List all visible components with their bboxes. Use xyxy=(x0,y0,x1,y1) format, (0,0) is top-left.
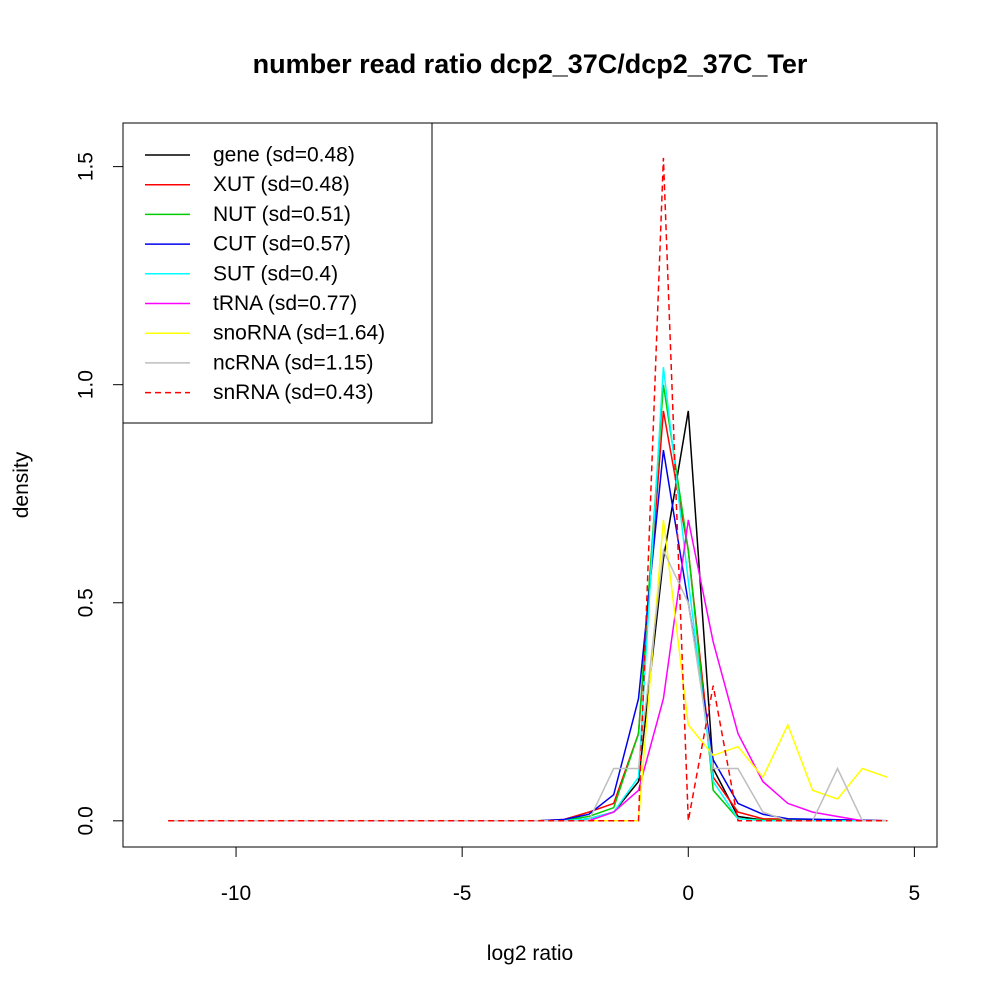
x-tick-label: -10 xyxy=(221,882,251,905)
x-tick-label: 0 xyxy=(682,882,694,905)
legend-label-NUT: NUT (sd=0.51) xyxy=(213,203,351,226)
legend-label-snoRNA: snoRNA (sd=1.64) xyxy=(213,322,385,345)
legend-box xyxy=(122,122,433,424)
x-axis: -10 -5 0 5 xyxy=(221,846,921,905)
x-tick-label: 5 xyxy=(909,882,921,905)
series-line-tRNA xyxy=(168,519,888,822)
legend-label-CUT: CUT (sd=0.57) xyxy=(213,233,351,256)
series-line-gene xyxy=(168,410,888,822)
legend-label-tRNA: tRNA (sd=0.77) xyxy=(213,292,357,315)
y-axis-label: density xyxy=(10,451,33,518)
legend-label-snRNA: snRNA (sd=0.43) xyxy=(213,381,374,404)
y-tick-label: 1.5 xyxy=(75,152,98,181)
y-tick-label: 0.0 xyxy=(75,806,98,835)
y-tick-label: 1.0 xyxy=(75,370,98,399)
x-axis-label: log2 ratio xyxy=(487,942,573,965)
series-line-snRNA xyxy=(168,157,888,822)
legend-label-ncRNA: ncRNA (sd=1.15) xyxy=(213,351,374,374)
series-line-ncRNA xyxy=(168,547,888,822)
legend-label-XUT: XUT (sd=0.48) xyxy=(213,173,350,196)
legend-label-gene: gene (sd=0.48) xyxy=(213,144,355,167)
y-tick-label: 0.5 xyxy=(75,588,98,617)
chart-title: number read ratio dcp2_37C/dcp2_37C_Ter xyxy=(253,49,808,79)
series-line-SUT xyxy=(168,367,888,822)
legend-label-SUT: SUT (sd=0.4) xyxy=(213,262,338,285)
series-line-NUT xyxy=(168,384,888,822)
x-tick-label: -5 xyxy=(453,882,472,905)
series-line-snoRNA xyxy=(168,519,888,822)
legend: gene (sd=0.48) XUT (sd=0.48) NUT (sd=0.51)… xyxy=(122,122,433,424)
y-axis: 0.0 0.5 1.0 1.5 xyxy=(75,152,124,835)
series-line-CUT xyxy=(168,449,888,822)
plot-lines xyxy=(168,157,888,822)
series-line-XUT xyxy=(168,410,888,822)
